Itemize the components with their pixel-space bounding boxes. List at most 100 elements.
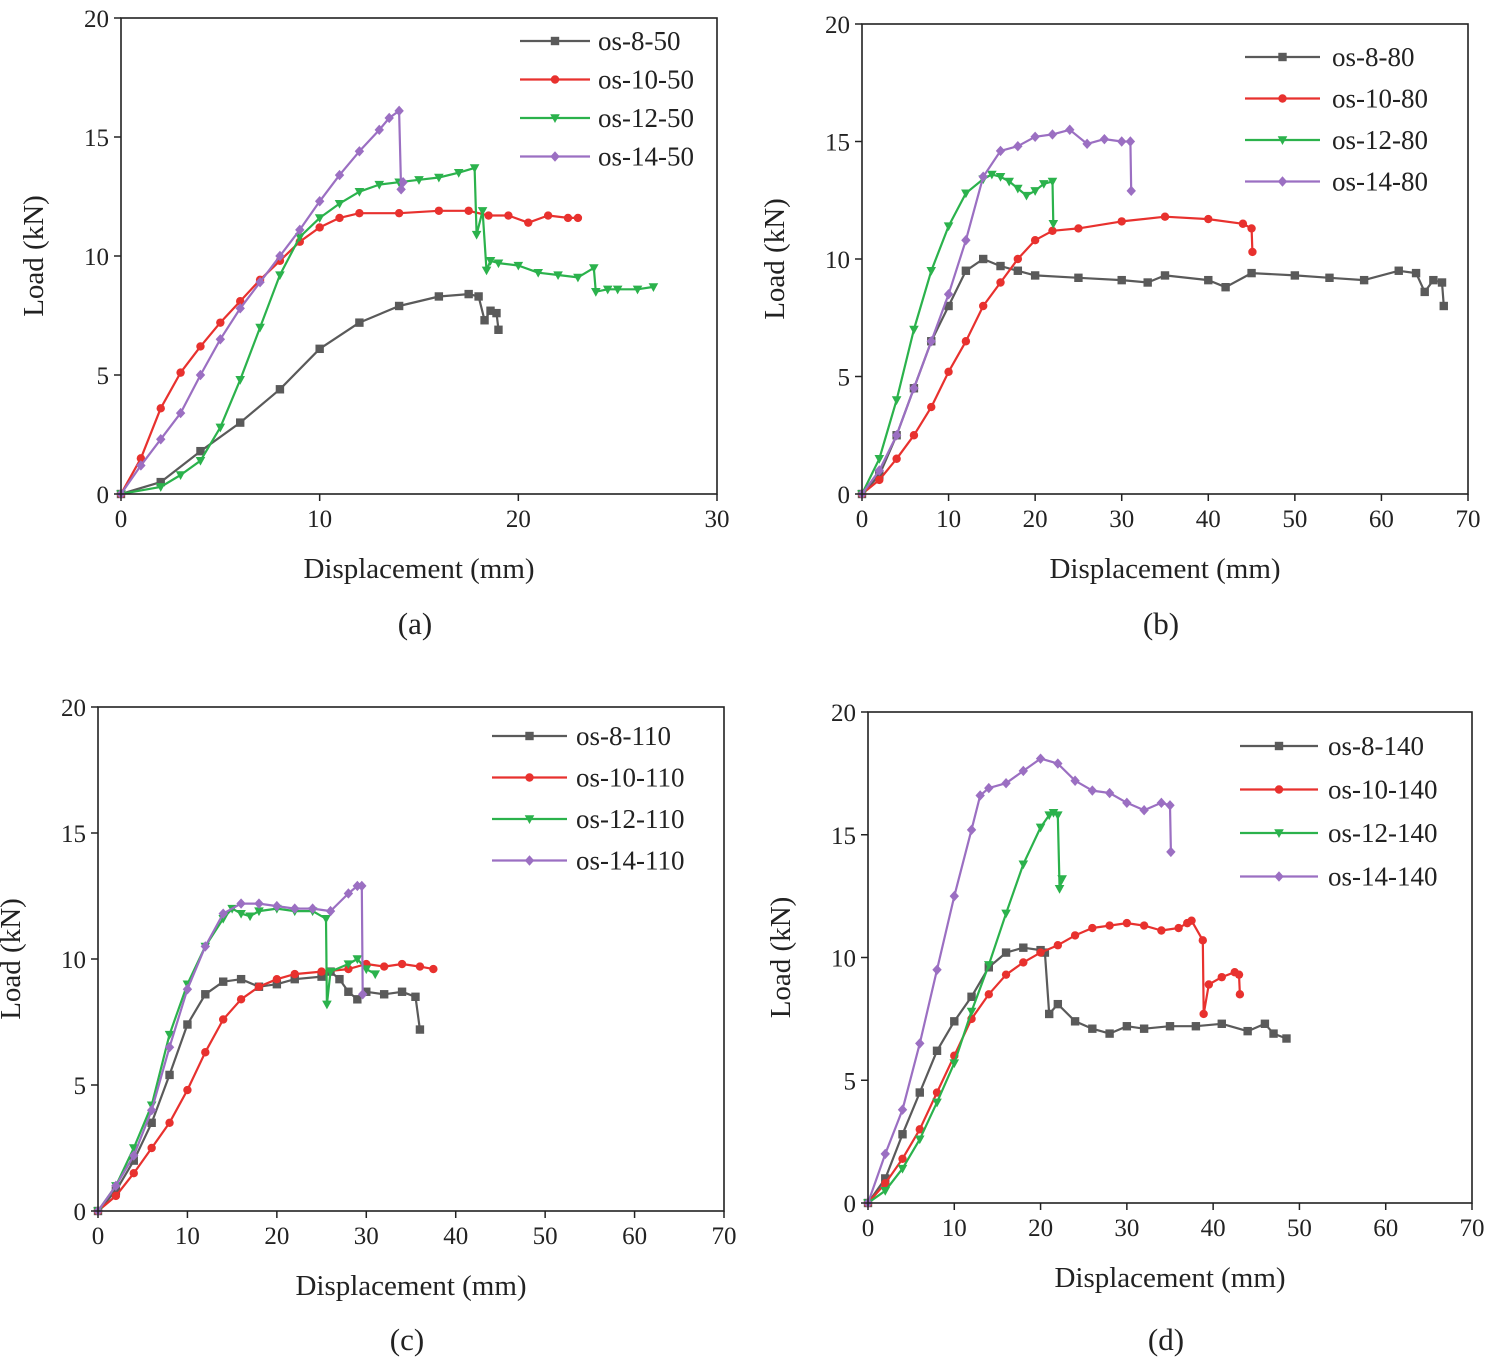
data-point-os-10-50-2 (156, 404, 165, 413)
data-point-os-8-140-3 (915, 1088, 924, 1097)
series-os-12-80 (857, 170, 1059, 499)
legend-marker-os-12-80 (1277, 136, 1288, 145)
data-point-os-10-110-1 (111, 1191, 121, 1201)
data-point-os-10-50-3 (176, 368, 185, 377)
data-point-os-10-50-14 (434, 206, 444, 215)
data-point-os-12-140-2 (897, 1164, 908, 1174)
data-point-os-8-110-16 (353, 995, 362, 1004)
data-point-os-14-110-13 (325, 905, 336, 917)
data-point-os-14-110-17 (358, 989, 368, 1000)
data-point-os-12-50-20 (481, 266, 492, 276)
data-point-os-10-140-11 (1053, 941, 1063, 950)
data-point-os-10-140-9 (1019, 958, 1028, 967)
data-point-os-12-50-6 (255, 323, 265, 333)
data-point-os-10-110-5 (183, 1085, 192, 1095)
data-point-os-8-80-11 (1074, 273, 1083, 282)
data-point-os-14-140-3 (915, 1038, 925, 1049)
y-tick-label: 20 (61, 695, 86, 722)
data-point-os-8-50-14 (494, 325, 503, 334)
data-point-os-8-110-10 (272, 980, 282, 989)
x-tick-label: 0 (862, 1215, 875, 1242)
data-point-os-8-80-23 (1420, 287, 1429, 297)
data-point-os-12-50-21 (485, 257, 496, 266)
data-point-os-14-80-12 (1065, 124, 1075, 135)
legend-label-os-10-140: os-10-140 (1328, 775, 1438, 805)
data-point-os-8-140-2 (898, 1130, 907, 1139)
data-point-os-8-80-7 (979, 254, 988, 264)
data-point-os-14-140-5 (949, 890, 959, 902)
legend-label-os-12-50: os-12-50 (598, 103, 694, 133)
data-point-os-8-50-7 (394, 301, 404, 311)
data-point-os-12-80-4 (926, 267, 937, 276)
data-point-os-12-110-21 (370, 970, 381, 980)
data-point-os-12-140-8 (1001, 909, 1011, 919)
x-tick-label: 10 (307, 506, 332, 533)
data-point-os-14-110-7 (218, 908, 228, 919)
data-point-os-12-80-16 (1048, 220, 1059, 229)
series-line-os-14-140 (866, 757, 1172, 1204)
legend-marker-os-10-80 (1278, 94, 1287, 103)
series-line-os-8-50 (120, 293, 500, 496)
series-os-14-110 (93, 880, 368, 1217)
data-point-os-14-80-13 (1082, 138, 1092, 150)
data-point-os-10-110-12 (317, 967, 326, 976)
data-point-os-8-80-6 (961, 266, 971, 275)
legend-marker-os-8-140 (1274, 741, 1284, 751)
legend-marker-os-8-110 (525, 731, 534, 741)
x-tick-label: 50 (533, 1223, 558, 1250)
data-point-os-8-50-4 (275, 385, 285, 394)
data-point-os-10-80-8 (996, 278, 1005, 287)
legend-label-os-8-80: os-8-80 (1332, 42, 1415, 72)
data-point-os-8-110-5 (183, 1020, 192, 1029)
data-point-os-10-80-18 (1248, 247, 1257, 257)
y-tick-label: 15 (831, 823, 856, 850)
data-point-os-12-140-6 (966, 1007, 977, 1017)
legend-label-os-8-140: os-8-140 (1328, 731, 1424, 761)
data-point-os-10-50-16 (484, 211, 493, 220)
legend-marker-os-10-110 (525, 773, 534, 782)
legend-label-os-10-80: os-10-80 (1332, 84, 1428, 114)
x-tick-label: 30 (1114, 1215, 1139, 1242)
data-point-os-8-80-15 (1204, 275, 1213, 285)
x-tick-label: 70 (1460, 1215, 1485, 1242)
x-tick-label: 10 (175, 1223, 200, 1250)
data-point-os-12-50-18 (471, 230, 482, 240)
data-point-os-8-80-5 (944, 301, 953, 311)
data-point-os-14-140-13 (1070, 775, 1080, 786)
data-point-os-12-50-16 (453, 169, 464, 178)
y-tick-label: 20 (831, 700, 856, 727)
data-point-os-10-110-4 (165, 1118, 174, 1128)
data-point-os-10-140-21 (1198, 936, 1207, 945)
data-point-os-14-80-14 (1099, 133, 1110, 145)
data-point-os-10-140-7 (984, 990, 993, 999)
data-point-os-12-140-13 (1053, 811, 1063, 821)
x-tick-label: 60 (1373, 1215, 1398, 1242)
series-os-14-50 (116, 105, 408, 500)
data-point-os-8-110-14 (335, 974, 344, 984)
data-point-os-10-80-16 (1238, 219, 1248, 228)
data-point-os-14-50-8 (275, 250, 285, 262)
series-line-os-10-80 (861, 215, 1254, 495)
data-point-os-8-80-16 (1221, 283, 1230, 292)
series-os-8-140 (863, 943, 1291, 1208)
x-axis-label: Displacement (mm) (1049, 553, 1280, 585)
data-point-os-12-80-2 (891, 396, 902, 405)
y-tick-label: 5 (74, 1073, 87, 1100)
legend-marker-os-8-80 (1278, 52, 1287, 62)
data-point-os-12-110-4 (164, 1030, 175, 1040)
data-point-os-10-80-9 (1013, 254, 1023, 264)
y-tick-label: 5 (97, 363, 110, 390)
data-point-os-10-140-18 (1174, 923, 1183, 933)
data-point-os-12-50-25 (553, 271, 563, 281)
data-point-os-12-50-7 (275, 271, 285, 281)
y-tick-label: 15 (825, 130, 850, 157)
data-point-os-12-110-17 (325, 967, 336, 977)
data-point-os-8-80-13 (1143, 278, 1152, 287)
data-point-os-10-140-17 (1157, 926, 1166, 935)
data-point-os-12-80-8 (987, 170, 997, 180)
data-point-os-14-140-10 (1018, 765, 1029, 777)
x-axis-label: Displacement (mm) (295, 1270, 526, 1302)
series-os-12-140 (863, 808, 1067, 1208)
panel-caption: (c) (390, 1322, 424, 1357)
data-point-os-14-110-16 (357, 880, 367, 892)
